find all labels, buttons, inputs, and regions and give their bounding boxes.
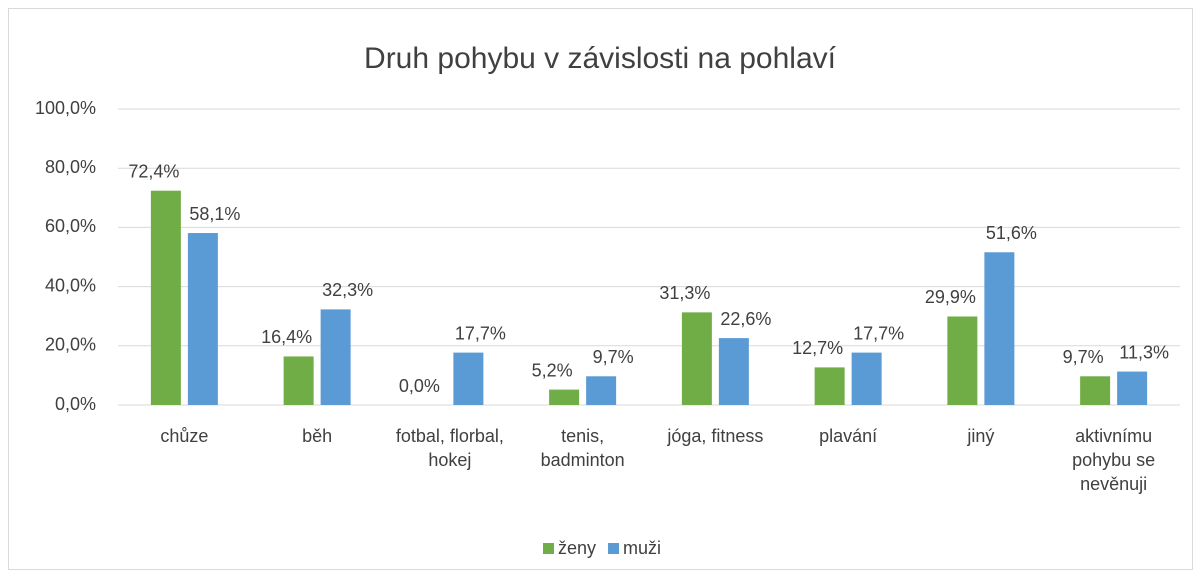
legend-label: muži [623, 538, 661, 558]
bar [681, 312, 712, 405]
bar [814, 367, 845, 405]
bar [283, 356, 314, 405]
value-label: 22,6% [720, 309, 771, 329]
value-label: 9,7% [1063, 347, 1104, 367]
bar [586, 376, 617, 405]
legend-swatch [608, 543, 620, 554]
y-tick-label: 20,0% [45, 335, 96, 355]
y-tick-label: 40,0% [45, 275, 96, 295]
y-tick-label: 0,0% [55, 394, 96, 414]
value-label: 31,3% [659, 283, 710, 303]
bar [150, 190, 181, 405]
value-label: 51,6% [986, 223, 1037, 243]
value-label: 16,4% [261, 327, 312, 347]
bar [851, 352, 882, 405]
x-tick-label: běh [302, 426, 333, 446]
x-tick-label: jóga, fitness [667, 426, 764, 446]
x-tick-label: chůze [160, 426, 209, 446]
value-label: 58,1% [189, 204, 240, 224]
bar [549, 389, 580, 405]
chart-title: Druh pohybu v závislosti na pohlaví [364, 42, 837, 75]
bar [947, 316, 978, 405]
bar [1117, 371, 1148, 405]
x-tick-label: plavání [819, 426, 878, 446]
y-tick-label: 60,0% [45, 216, 96, 236]
value-label: 72,4% [128, 161, 179, 181]
bar [718, 338, 749, 405]
bar [984, 252, 1015, 405]
y-tick-label: 80,0% [45, 157, 96, 177]
legend-swatch [543, 543, 554, 554]
value-label: 11,3% [1119, 342, 1169, 362]
x-tick-label: tenis, badminton [540, 426, 625, 470]
x-tick-label: fotbal, florbal, hokej [395, 426, 504, 470]
value-label: 5,2% [532, 360, 573, 380]
bar [1080, 376, 1111, 405]
value-label: 29,9% [925, 287, 976, 307]
bar [320, 309, 351, 405]
value-label: 0,0% [399, 376, 440, 396]
legend-label: ženy [558, 538, 596, 558]
value-label: 9,7% [593, 347, 634, 367]
chart-border [8, 8, 1193, 570]
y-tick-label: 100,0% [35, 98, 96, 118]
x-tick-label: aktivnímu pohybu se nevěnuji [1072, 426, 1156, 494]
value-label: 17,7% [455, 323, 506, 343]
bar [187, 233, 218, 405]
value-label: 17,7% [853, 323, 904, 343]
value-label: 32,3% [322, 280, 373, 300]
value-label: 12,7% [792, 338, 843, 358]
bar [453, 352, 484, 405]
x-tick-label: jiný [967, 426, 995, 446]
